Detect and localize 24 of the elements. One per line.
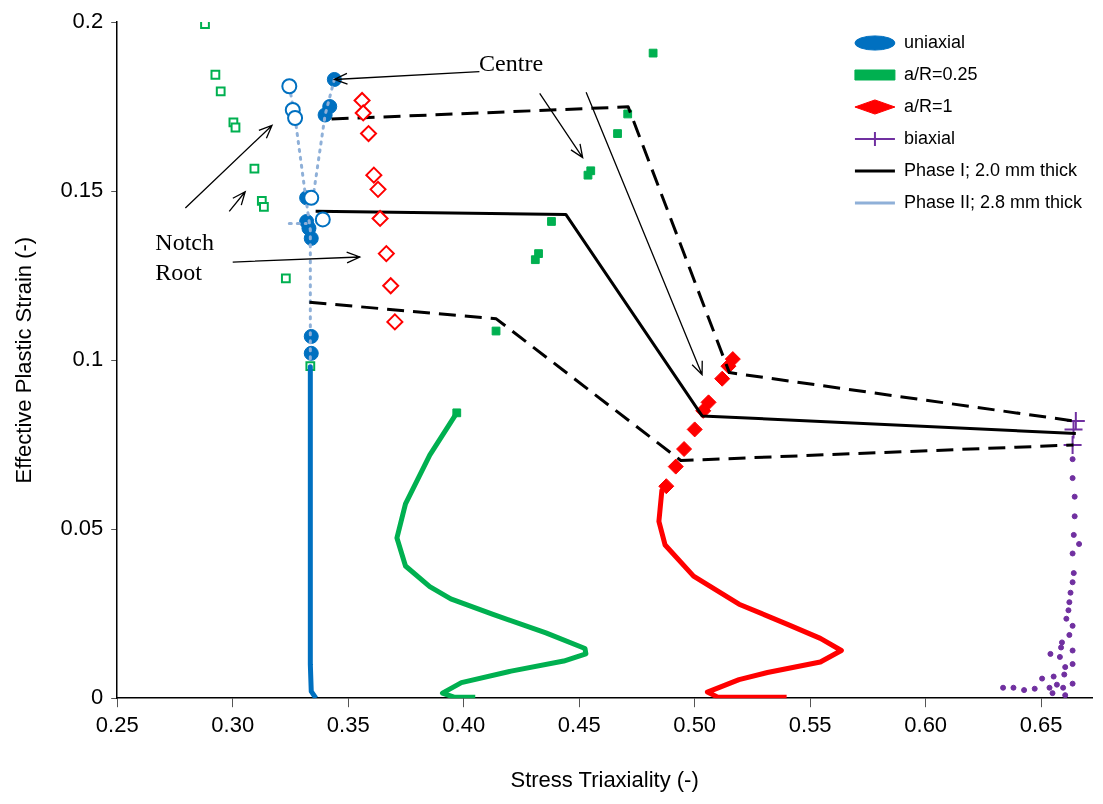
x-axis-title: Stress Triaxiality (-) [510,766,699,792]
y-tick-label: 0.05 [60,515,104,541]
x-tick-label: 0.50 [673,712,717,738]
y-tick-label: 0.2 [72,8,104,34]
x-tick-label: 0.35 [326,712,370,738]
x-tick-label: 0.65 [1019,712,1063,738]
y-tick-label: 0 [90,684,104,710]
legend-label: a/R=0.25 [903,63,978,84]
y-tick-label: 0.1 [72,346,104,372]
annotation: Notch Root [155,228,214,285]
x-tick-label: 0.40 [442,712,486,738]
x-tick-label: 0.45 [557,712,601,738]
annotation: Centre [479,49,544,76]
legend-label: uniaxial [903,31,965,52]
legend-label: Phase I; 2.0 mm thick [903,159,1078,180]
x-tick-label: 0.55 [788,712,832,738]
x-tick-label: 0.25 [95,712,139,738]
legend-label: Phase II; 2.8 mm thick [903,191,1083,212]
legend-label: a/R=1 [903,95,953,116]
y-axis-title: Effective Plastic Strain (-) [11,236,37,484]
y-tick-label: 0.15 [60,177,104,203]
x-tick-label: 0.30 [211,712,255,738]
legend-label: biaxial [903,127,955,148]
x-tick-label: 0.60 [904,712,948,738]
